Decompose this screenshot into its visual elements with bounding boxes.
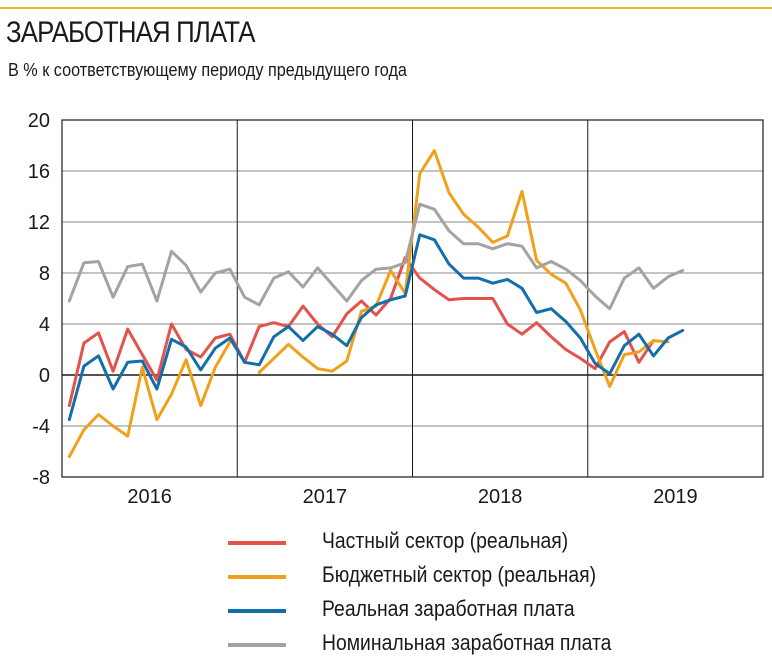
top-accent-rule: [0, 7, 772, 9]
series-line-2: [67, 233, 685, 422]
y-tick-label: 4: [39, 314, 50, 336]
legend-label-budget: Бюджетный сектор (реальная): [322, 562, 597, 587]
series-lines: [67, 149, 685, 459]
y-tick-label: -4: [32, 416, 50, 438]
x-tick-label: 2017: [303, 486, 348, 508]
y-tick-label: -8: [32, 467, 50, 489]
chart-subtitle: В % к соответствующему периоду предыдуще…: [8, 60, 407, 80]
x-tick-label: 2016: [127, 486, 172, 508]
y-tick-label: 0: [39, 365, 50, 387]
legend-swatch-budget: [228, 575, 286, 579]
legend-swatch-real: [228, 609, 286, 613]
axes: [61, 119, 764, 478]
y-tick-label: 12: [28, 212, 50, 234]
legend-label-nominal: Номинальная заработная плата: [322, 630, 612, 655]
legend-label-private: Частный сектор (реальная): [322, 528, 569, 553]
y-tick-label: 16: [28, 161, 50, 183]
grid-lines: [62, 119, 763, 478]
x-tick-label: 2019: [653, 486, 698, 508]
legend-label-real: Реальная заработная плата: [322, 596, 575, 621]
y-tick-label: 8: [39, 263, 50, 285]
legend-swatch-private: [228, 541, 286, 545]
chart-title: ЗАРАБОТНАЯ ПЛАТА: [6, 16, 255, 49]
plot-frame: [61, 119, 764, 478]
series-line-1: [257, 149, 670, 388]
series-line-1: [67, 340, 232, 459]
series-line-0: [67, 256, 655, 408]
y-tick-label: 20: [28, 110, 50, 132]
series-line-3: [67, 202, 685, 311]
legend-swatch-nominal: [228, 643, 286, 647]
x-tick-label: 2018: [478, 486, 523, 508]
